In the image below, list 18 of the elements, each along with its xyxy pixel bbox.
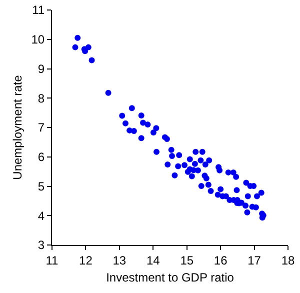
x-tick-label: 16	[214, 253, 228, 268]
y-tick-label: 10	[31, 32, 45, 47]
x-tick-label: 15	[180, 253, 194, 268]
y-tick-label: 3	[38, 238, 45, 252]
y-tick-label: 8	[38, 91, 45, 106]
y-tick-label: 4	[38, 208, 45, 223]
x-tick-label: 18	[281, 253, 295, 268]
x-tick-label: 12	[79, 253, 93, 268]
x-tick-label: 14	[146, 253, 160, 268]
y-tick-label: 6	[38, 150, 45, 164]
y-tick-label: 7	[38, 120, 45, 135]
y-tick-label: 5	[38, 179, 45, 194]
y-tick-label: 11	[32, 3, 45, 18]
y-tick-label: 9	[38, 62, 45, 76]
y-axis-title: Unemployment rate	[10, 74, 25, 180]
x-axis-title: Investment to GDP ratio	[106, 270, 234, 284]
x-tick-label: 13	[112, 253, 126, 268]
x-tick-label: 17	[248, 253, 262, 268]
